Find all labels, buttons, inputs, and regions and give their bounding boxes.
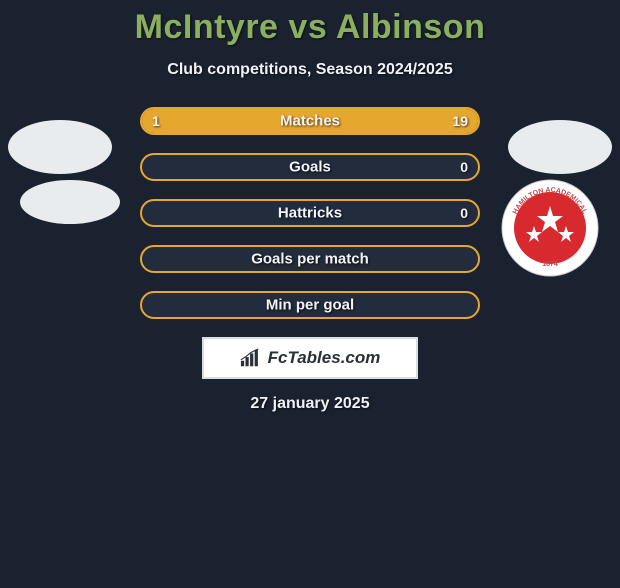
stat-label: Goals per match — [142, 251, 478, 268]
stat-bar: Min per goal — [140, 291, 480, 319]
stat-value-right: 0 — [460, 205, 468, 221]
stat-label: Min per goal — [142, 297, 478, 314]
comparison-subtitle: Club competitions, Season 2024/2025 — [0, 61, 620, 79]
comparison-title: McIntyre vs Albinson — [0, 8, 620, 47]
club-badge-right: HAMILTON ACADEMICAL 1874 — [500, 180, 600, 280]
club-placeholder-icon — [20, 180, 120, 224]
stat-fill-left — [142, 109, 159, 133]
player-avatar-left — [8, 120, 112, 174]
fctables-logo[interactable]: FcTables.com — [202, 337, 418, 379]
comparison-date: 27 january 2025 — [0, 395, 620, 413]
stat-value-right: 0 — [460, 159, 468, 175]
club-badge-left — [20, 180, 120, 280]
stat-bar: Hattricks0 — [140, 199, 480, 227]
fctables-label: FcTables.com — [268, 348, 381, 368]
bar-chart-icon — [240, 348, 262, 368]
stats-bars: 1Matches19Goals0Hattricks0Goals per matc… — [140, 107, 480, 319]
player-avatar-right — [508, 120, 612, 174]
stat-bar: Goals per match — [140, 245, 480, 273]
svg-text:1874: 1874 — [542, 261, 558, 268]
stat-label: Goals — [142, 159, 478, 176]
stat-bar: Goals0 — [140, 153, 480, 181]
stat-fill-right — [159, 109, 478, 133]
hamilton-crest-icon: HAMILTON ACADEMICAL 1874 — [500, 178, 600, 278]
stat-label: Hattricks — [142, 205, 478, 222]
stat-bar: 1Matches19 — [140, 107, 480, 135]
